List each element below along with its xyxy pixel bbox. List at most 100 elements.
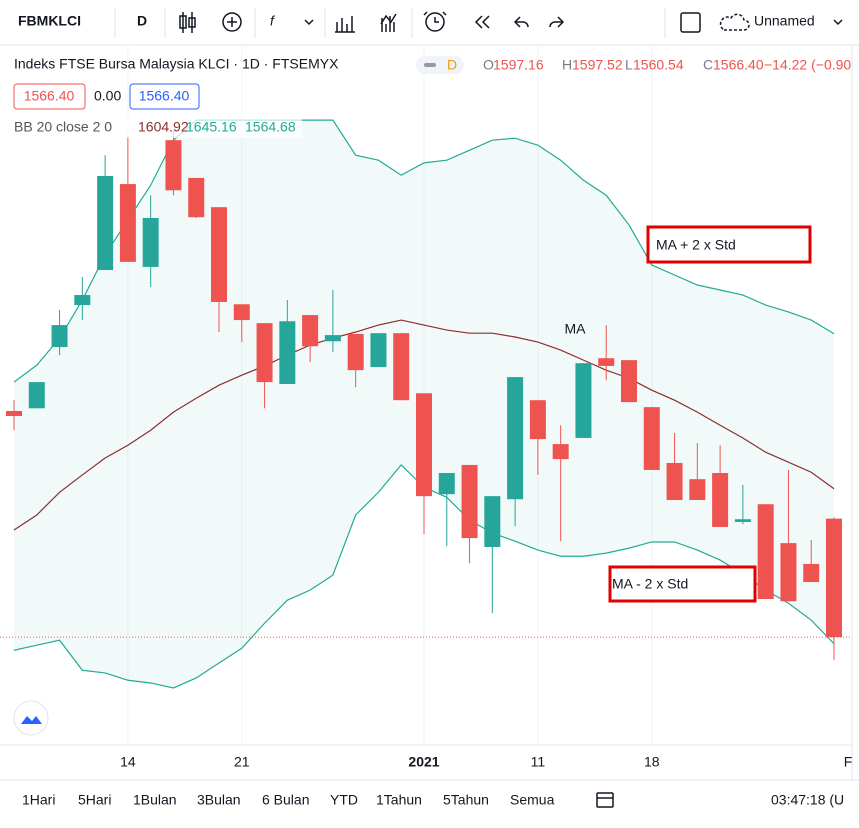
indicators-dropdown[interactable] — [304, 19, 314, 26]
candle-body — [393, 333, 410, 401]
badge-bg — [416, 56, 464, 74]
logo — [13, 700, 49, 736]
toolbar: FBMKLCI D f Unnamed — [0, 8, 859, 46]
replay-button[interactable] — [474, 15, 490, 29]
candle-body — [279, 321, 296, 385]
candle-body — [324, 335, 341, 342]
cloud-icon — [719, 13, 750, 31]
ohlc-value: 1597.52 — [572, 57, 623, 73]
candle-type-button[interactable] — [179, 12, 196, 33]
period-button[interactable]: 1Tahun — [376, 792, 422, 808]
candle-body — [575, 363, 592, 438]
legend: Indeks FTSE Bursa Malaysia KLCI · 1D · F… — [10, 56, 851, 138]
period-button[interactable]: 3Bulan — [197, 792, 241, 808]
candle-body — [51, 325, 68, 348]
period-button[interactable]: 5Hari — [78, 792, 111, 808]
candle-body — [188, 177, 205, 218]
candle-body — [461, 464, 478, 539]
candle-body — [507, 377, 524, 500]
annotation: MA + 2 x Std — [656, 237, 736, 253]
indicators-button[interactable]: f — [270, 13, 276, 29]
candle-body — [689, 479, 706, 500]
badge: D — [447, 57, 457, 73]
layout-dropdown[interactable] — [833, 19, 843, 26]
compare-button[interactable] — [222, 12, 242, 32]
x-tick-label: 14 — [120, 754, 136, 770]
undo-button[interactable] — [513, 16, 529, 28]
candle-body — [826, 518, 842, 638]
period-button[interactable]: 6 Bulan — [262, 792, 309, 808]
indicator-value: 1645.16 — [186, 119, 237, 135]
candle-body — [712, 473, 729, 527]
buy-price: 1566.40 — [139, 88, 190, 104]
x-tick-label: 11 — [531, 754, 546, 770]
period-bar: 1Hari 5Hari 1Bulan 3Bulan 6 Bulan YTD 1Tahun 5T… — [22, 792, 555, 808]
annotation-box — [608, 565, 757, 603]
candle-body — [734, 519, 751, 522]
candle-body — [6, 410, 22, 416]
candle-body — [621, 360, 637, 403]
interval-button[interactable]: D — [137, 13, 147, 29]
annotation: MA — [565, 321, 587, 337]
change-value: −14.22 (−0.90 — [764, 57, 851, 73]
period-button[interactable]: YTD — [330, 792, 358, 808]
indicator-value: 1604.92 — [138, 119, 189, 135]
candle-body — [97, 175, 114, 270]
candle-body — [165, 140, 182, 191]
ohlc-value: 1597.16 — [493, 57, 544, 73]
period-button[interactable]: 1Bulan — [133, 792, 177, 808]
candle-body — [233, 304, 250, 321]
date-range-button[interactable] — [596, 792, 614, 808]
period-button[interactable]: 1Hari — [22, 792, 55, 808]
alert-button[interactable] — [380, 13, 397, 32]
annotation: MA - 2 x Std — [612, 576, 688, 592]
symbol-button[interactable]: FBMKLCI — [18, 13, 81, 29]
spread: 0.00 — [94, 88, 121, 104]
candle-body — [438, 473, 455, 495]
symbol-title: Indeks FTSE Bursa Malaysia KLCI · 1D · F… — [14, 56, 339, 72]
candle-body — [803, 563, 820, 583]
alarm-button[interactable] — [423, 11, 447, 32]
candle-body — [757, 504, 774, 599]
candle-body — [302, 315, 319, 347]
upper-band-line — [13, 119, 835, 383]
ohlc-label: L — [625, 57, 633, 73]
period-button[interactable]: 5Tahun — [443, 792, 489, 808]
sell-price: 1566.40 — [24, 88, 75, 104]
redo-button[interactable] — [549, 16, 565, 28]
candle-body — [552, 444, 569, 460]
candle-body — [666, 462, 683, 500]
ohlc-label: H — [562, 57, 572, 73]
candle-body — [28, 382, 45, 409]
x-tick-label: F — [844, 754, 853, 770]
candle-body — [347, 333, 364, 371]
candle-body — [74, 295, 91, 306]
x-tick-label: 2021 — [408, 754, 439, 770]
x-tick-label: 21 — [234, 754, 250, 770]
indicator-value: 1564.68 — [245, 119, 296, 135]
x-tick-label: 18 — [644, 754, 660, 770]
candle-body — [780, 543, 797, 602]
annotations: MA + 2 x Std MA - 2 x Std MA — [565, 225, 812, 603]
layout-name[interactable]: Unnamed — [754, 13, 815, 29]
ohlc-value: 1560.54 — [633, 57, 684, 73]
annotation-box — [646, 225, 812, 264]
indicator-name: BB 20 close 2 0 — [14, 119, 112, 135]
ohlc-label: C — [703, 57, 713, 73]
ohlc-value: 1566.40 — [713, 57, 764, 73]
candle-body — [142, 217, 159, 267]
candle-body — [211, 207, 227, 302]
indicator-bg — [10, 118, 302, 138]
sell-box[interactable] — [13, 83, 86, 110]
candle-body — [370, 333, 387, 368]
candle-body — [416, 393, 432, 497]
candle-body — [119, 184, 136, 262]
candle-body — [529, 400, 546, 440]
period-button[interactable]: Semua — [510, 792, 555, 808]
candle-body — [484, 496, 501, 547]
fullscreen-button[interactable] — [680, 12, 701, 33]
ohlc-label: O — [483, 57, 494, 73]
buy-box[interactable] — [129, 83, 200, 110]
templates-button[interactable] — [335, 16, 355, 33]
